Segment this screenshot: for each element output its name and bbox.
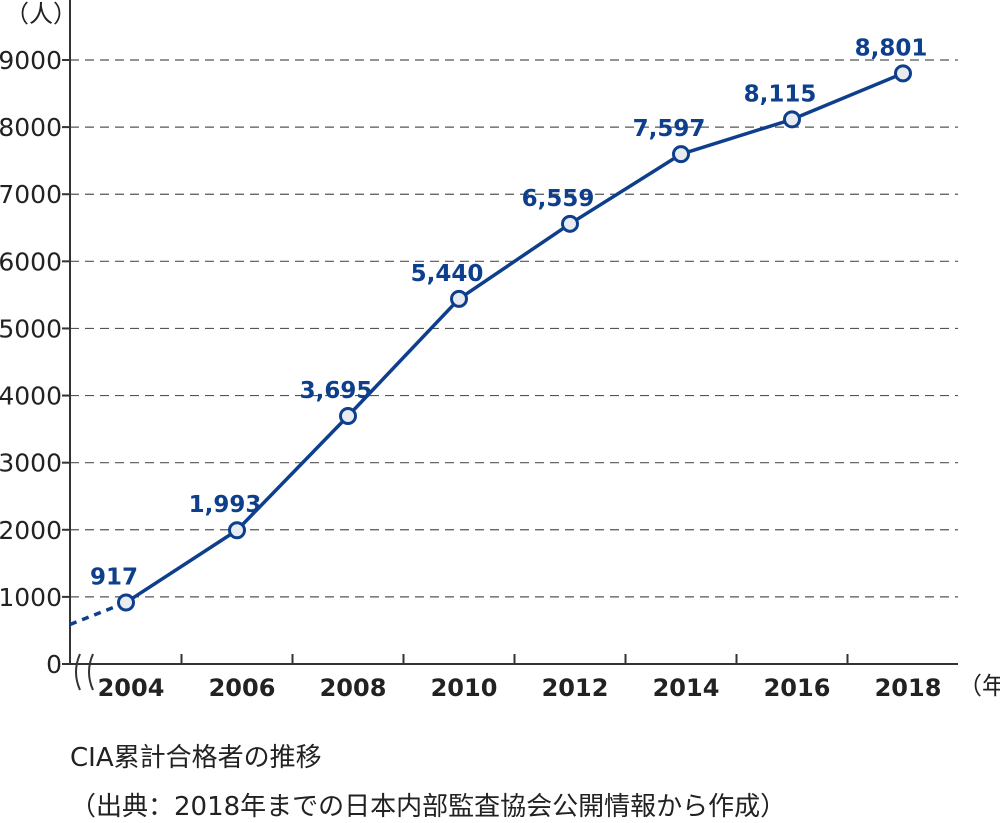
data-point — [117, 593, 135, 612]
line-chart: 0 1000 2000 3000 4000 5000 6000 7000 8000 9000 20… — [0, 0, 1000, 702]
chart-title: CIA累計合格者の推移 — [70, 743, 322, 773]
y-unit-label: （人） — [5, 0, 77, 28]
data-label: 8,801 — [855, 35, 928, 61]
y-tick-label: 9000 — [0, 46, 62, 75]
y-tick-label: 3000 — [0, 449, 62, 478]
data-point — [339, 407, 357, 426]
x-tick-label: 2004 — [98, 674, 165, 702]
x-tick-labels: 2004 2006 2008 2010 2012 2014 2016 2018 — [98, 654, 942, 702]
y-tick-label: 4000 — [0, 382, 62, 411]
data-point — [450, 289, 468, 308]
x-tick-label: 2006 — [209, 674, 276, 702]
x-tick-label: 2018 — [875, 674, 942, 702]
data-label: 7,597 — [633, 116, 706, 142]
data-label: 6,559 — [522, 186, 595, 212]
data-points — [117, 64, 912, 612]
y-tick-labels: 0 1000 2000 3000 4000 5000 6000 7000 8000 9000 — [0, 46, 62, 679]
series-line — [125, 71, 904, 604]
y-tick-label: 2000 — [0, 516, 62, 545]
data-label: 917 — [90, 564, 138, 590]
grid-lines — [62, 59, 958, 665]
x-tick-label: 2010 — [431, 674, 498, 702]
x-tick-label: 2014 — [653, 674, 720, 702]
y-tick-label: 5000 — [0, 314, 62, 343]
data-label: 1,993 — [189, 492, 262, 518]
y-tick-label: 1000 — [0, 583, 62, 612]
y-tick-label: 0 — [46, 650, 62, 679]
series-line-group — [69, 71, 904, 627]
data-point — [561, 214, 579, 233]
data-point — [894, 64, 912, 83]
data-point — [228, 521, 246, 540]
y-tick-label: 6000 — [0, 247, 62, 276]
y-tick-label: 7000 — [0, 180, 62, 209]
x-tick-label: 2008 — [320, 674, 387, 702]
data-point — [672, 145, 690, 164]
data-label: 3,695 — [300, 378, 373, 404]
data-point — [783, 110, 801, 129]
chart-source-note: （出典：2018年までの日本内部監査協会公開情報から作成） — [70, 792, 787, 822]
x-tick-label: 2016 — [764, 674, 831, 702]
data-labels: 917 1,993 3,695 5,440 6,559 7,597 8,115 8,801 — [90, 35, 927, 590]
series-leadin-dashed — [69, 600, 127, 627]
x-unit-label: （年） — [958, 672, 1000, 700]
axes — [69, 0, 958, 691]
data-label: 5,440 — [411, 261, 484, 287]
y-tick-label: 8000 — [0, 113, 62, 142]
x-tick-label: 2012 — [542, 674, 609, 702]
axis-break-icon — [75, 653, 94, 691]
data-label: 8,115 — [744, 81, 817, 107]
